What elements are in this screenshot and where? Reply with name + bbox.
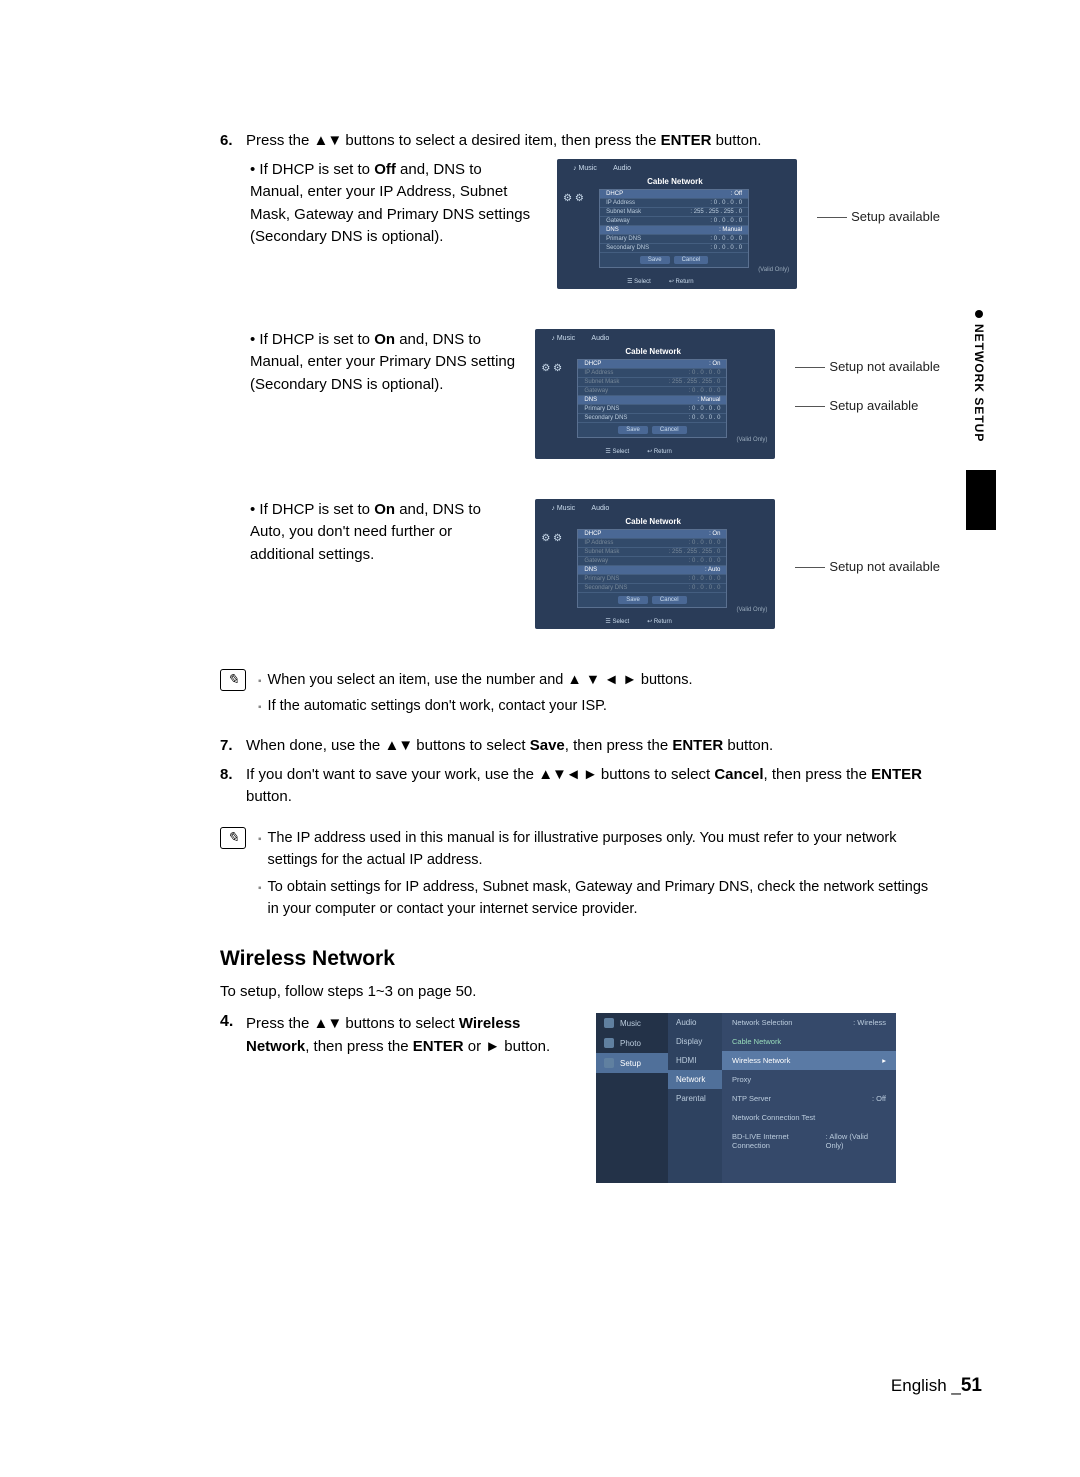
callout: Setup available	[795, 398, 940, 413]
side-tab-text: NETWORK SETUP	[972, 324, 986, 442]
callout: Setup not available	[795, 359, 940, 374]
note-item: ▪When you select an item, use the number…	[258, 669, 693, 691]
step-4: 4. Press the ▲▼ buttons to select Wirele…	[220, 1013, 566, 1058]
step-4-row: 4. Press the ▲▼ buttons to select Wirele…	[220, 1013, 940, 1183]
osd-screenshot: ♪ Music Audio Cable Network ⚙ ⚙ DHCP: On…	[535, 329, 775, 459]
note-item: ▪The IP address used in this manual is f…	[258, 827, 940, 872]
callout: Setup available	[817, 209, 940, 224]
bullet-block: If DHCP is set to On and, DNS to Manual,…	[250, 329, 940, 459]
bullet-block: If DHCP is set to On and, DNS to Auto, y…	[250, 499, 940, 629]
osd-screenshot: ♪ Music Audio Cable Network ⚙ ⚙ DHCP: On…	[535, 499, 775, 629]
page-content: 6. Press the ▲▼ buttons to select a desi…	[220, 130, 940, 1183]
bullet-text: If DHCP is set to Off and, DNS to Manual…	[250, 159, 537, 249]
bullet-block: If DHCP is set to Off and, DNS to Manual…	[250, 159, 940, 289]
note-items: ▪When you select an item, use the number…	[258, 669, 693, 722]
note-icon: ✎	[220, 669, 246, 691]
bullet-text: If DHCP is set to On and, DNS to Auto, y…	[250, 499, 515, 567]
step-7: 7. When done, use the ▲▼ buttons to sele…	[220, 735, 940, 758]
step-num: 6.	[220, 130, 238, 153]
step-8: 8. If you don't want to save your work, …	[220, 764, 940, 809]
menu-osd: MusicPhotoSetupAudioDisplayHDMINetworkPa…	[596, 1013, 896, 1183]
note-item: ▪If the automatic settings don't work, c…	[258, 695, 693, 717]
note-block-2: ✎ ▪The IP address used in this manual is…	[220, 827, 940, 925]
step-text: Press the ▲▼ buttons to select a desired…	[246, 130, 761, 153]
osd-screenshot: ♪ Music Audio Cable Network ⚙ ⚙ DHCP: Of…	[557, 159, 797, 289]
note-items: ▪The IP address used in this manual is f…	[258, 827, 940, 925]
black-tab	[966, 470, 996, 530]
note-icon: ✎	[220, 827, 246, 849]
wireless-heading: Wireless Network	[220, 947, 940, 971]
step-6: 6. Press the ▲▼ buttons to select a desi…	[220, 130, 940, 153]
note-item: ▪To obtain settings for IP address, Subn…	[258, 876, 940, 921]
dot-icon	[975, 310, 983, 318]
bullet-text: If DHCP is set to On and, DNS to Manual,…	[250, 329, 515, 397]
wireless-intro: To setup, follow steps 1~3 on page 50.	[220, 981, 940, 1004]
callout: Setup not available	[795, 559, 940, 574]
note-block-1: ✎ ▪When you select an item, use the numb…	[220, 669, 940, 722]
page-footer: English _51	[891, 1375, 982, 1397]
